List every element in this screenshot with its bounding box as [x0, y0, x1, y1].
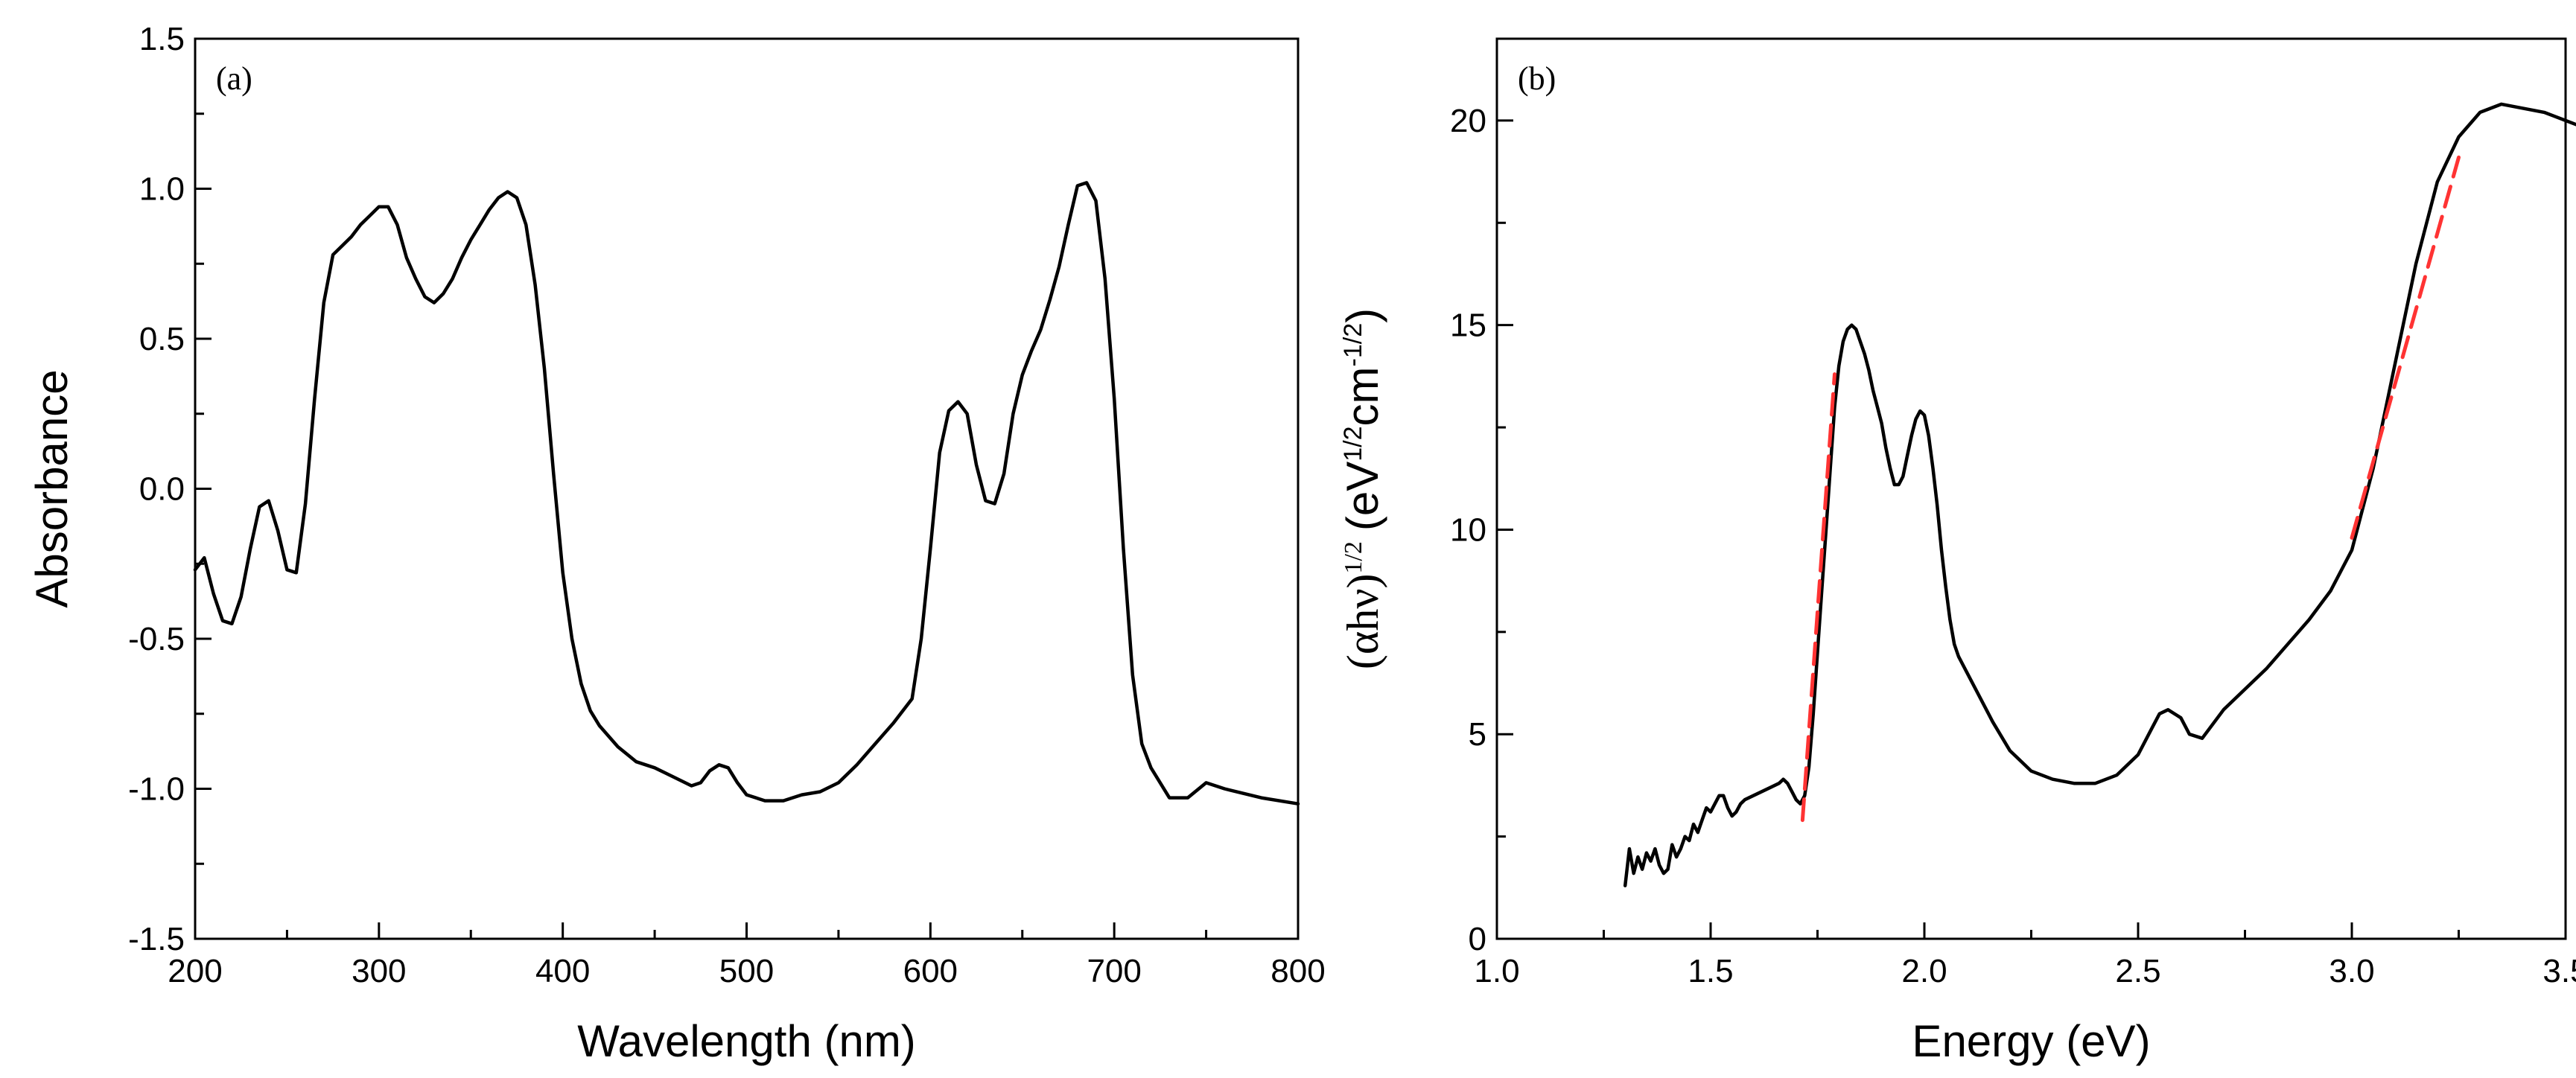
panel-a-frame: [194, 37, 1300, 940]
x-tick-label: 500: [719, 953, 774, 989]
x-tick-label: 2.5: [2115, 953, 2160, 989]
panel-b-tick-labels: 1.0 1.5 2.0 2.5 3.0 3.5 0 5 10 15 20: [1450, 103, 2576, 989]
y-tick-label: 1.5: [139, 21, 185, 57]
ylabel-prefix-sup: 1/2: [1340, 541, 1367, 573]
panel-b-series: [1623, 102, 2576, 887]
x-tick-label: 700: [1087, 953, 1141, 989]
panel-a-x-axis-title: Wavelength (nm): [577, 1016, 916, 1066]
series-fit-high: [2350, 155, 2461, 540]
panel-a: 200 300 400 500 600 700 800 -1.5 -1.0 -0.5 0.0 0.5 1…: [27, 21, 1326, 1066]
x-tick-label: 400: [535, 953, 590, 989]
x-tick-label: 600: [903, 953, 958, 989]
series-tauc: [1623, 102, 2576, 887]
y-tick-label: 0.5: [139, 321, 185, 357]
y-tick-label: -1.0: [128, 771, 185, 808]
ylabel-prefix: (αhν): [1338, 574, 1387, 670]
panel-b-frame: [1495, 37, 2567, 940]
panel-b-y-axis-title: (αhν)1/2(eV1/2cm-1/2): [1338, 308, 1387, 669]
panel-a-series: [193, 181, 1300, 806]
x-tick-label: 800: [1270, 953, 1325, 989]
panel-b-label: (b): [1518, 60, 1556, 97]
series-absorbance: [193, 181, 1300, 806]
y-tick-label: 0.0: [139, 471, 185, 508]
panel-b-x-axis-title: Energy (eV): [1912, 1016, 2150, 1066]
ylabel-unit-close: ): [1338, 308, 1387, 323]
x-tick-label: 1.0: [1474, 953, 1519, 989]
panel-b-y-axis-title-text: (αhν)1/2(eV1/2cm-1/2): [1338, 308, 1387, 669]
ylabel-unit-mid: cm: [1338, 366, 1387, 426]
panel-a-tick-labels: 200 300 400 500 600 700 800 -1.5 -1.0 -0.5 0.0 0.5 1…: [128, 21, 1326, 989]
panel-b: 1.0 1.5 2.0 2.5 3.0 3.5 0 5 10 15 20 (b) Energy (e…: [1338, 37, 2576, 1066]
y-tick-label: 15: [1450, 307, 1486, 344]
y-tick-label: -1.5: [128, 921, 185, 957]
panel-a-y-axis-title: Absorbance: [27, 369, 77, 607]
ylabel-unit-sup1: 1/2: [1339, 426, 1367, 461]
x-tick-label: 3.5: [2542, 953, 2576, 989]
x-tick-label: 300: [352, 953, 406, 989]
y-tick-label: 1.0: [139, 171, 185, 208]
x-tick-label: 200: [168, 953, 222, 989]
ylabel-unit-open: (eV: [1338, 462, 1387, 531]
y-tick-label: -0.5: [128, 621, 185, 657]
y-tick-label: 5: [1469, 716, 1486, 753]
panel-b-ticks: [1495, 119, 2567, 940]
y-tick-label: 0: [1469, 921, 1486, 957]
x-tick-label: 2.0: [1901, 953, 1947, 989]
series-fit-low: [1800, 372, 1836, 823]
y-tick-label: 20: [1450, 103, 1486, 139]
x-tick-label: 1.5: [1688, 953, 1733, 989]
ylabel-unit-sup2: -1/2: [1339, 323, 1367, 367]
panel-a-label: (a): [216, 60, 252, 97]
y-tick-label: 10: [1450, 511, 1486, 548]
x-tick-label: 3.0: [2329, 953, 2374, 989]
